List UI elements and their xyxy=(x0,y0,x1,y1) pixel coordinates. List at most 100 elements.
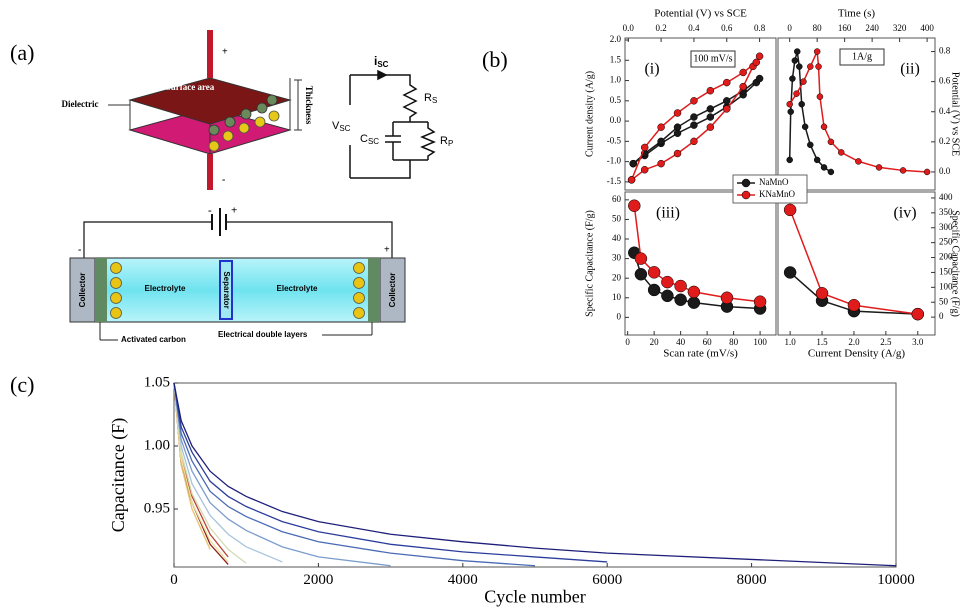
plot-frame xyxy=(173,382,897,568)
x-tick-label: 6000 xyxy=(592,572,622,588)
x-axis-label: Potential (V) vs SCE xyxy=(654,8,747,20)
cell-label: - xyxy=(78,244,81,255)
y-tick-label: 0 xyxy=(939,311,944,321)
y-tick-label: 1.5 xyxy=(610,54,622,64)
cell-label: + xyxy=(231,205,237,217)
data-point xyxy=(629,159,637,168)
x-tick-label: 320 xyxy=(893,23,907,33)
series-line xyxy=(789,271,918,315)
data-point xyxy=(640,165,649,174)
data-point xyxy=(657,123,665,131)
cell-diagram: - + - + Collector Collector Electrolyte … xyxy=(69,205,406,344)
data-point xyxy=(706,86,715,95)
data-point xyxy=(791,57,799,64)
x-tick-label: 60 xyxy=(703,337,713,347)
x-tick-label: 40 xyxy=(676,337,686,347)
y-tick-label: 1.05 xyxy=(144,374,170,390)
data-point xyxy=(827,138,835,146)
data-point xyxy=(911,307,925,321)
data-point xyxy=(820,164,828,171)
y-tick-label: 20 xyxy=(612,272,622,282)
x-tick-label: 100 xyxy=(753,337,767,347)
data-point xyxy=(815,63,822,70)
diagram-label: - xyxy=(222,174,225,185)
y-tick-label: 0.4 xyxy=(939,106,951,116)
data-point xyxy=(674,279,687,293)
y-tick-label: 60 xyxy=(612,194,622,204)
data-point xyxy=(847,298,861,312)
data-point xyxy=(661,275,674,289)
series-line xyxy=(789,209,918,315)
cell-label: Collector xyxy=(78,273,87,308)
y-tick-label: 1.00 xyxy=(144,437,170,453)
data-point xyxy=(783,203,797,217)
data-point xyxy=(628,199,641,212)
data-point xyxy=(627,176,636,184)
y-axis-label: Current density (A/g) xyxy=(584,71,595,157)
data-point xyxy=(783,266,797,279)
y-tick-label: 50 xyxy=(612,213,622,223)
cell-label: Activated carbon xyxy=(121,335,186,344)
x-tick-label: 4000 xyxy=(448,572,478,588)
cell-label: Separator xyxy=(222,271,231,308)
circuit-label: iSC xyxy=(374,54,389,69)
data-point xyxy=(807,141,814,149)
series-line xyxy=(173,382,536,567)
data-point xyxy=(723,97,731,105)
diagram-label: Dielectric xyxy=(62,99,99,109)
legend-marker xyxy=(741,190,751,200)
x-tick-label: 2.0 xyxy=(848,337,860,347)
cell-label: - xyxy=(208,205,212,217)
annotation-box xyxy=(690,50,736,68)
y-tick-label: 0.95 xyxy=(144,500,170,516)
data-point xyxy=(786,100,793,108)
panel-label: (c) xyxy=(10,372,34,397)
x-tick-label: 20 xyxy=(650,337,660,347)
y-tick-label: 0.0 xyxy=(610,115,622,125)
plot-frame xyxy=(777,191,936,336)
panel-label: (b) xyxy=(482,47,508,72)
x-axis-label: Current Density (A/g) xyxy=(808,347,905,359)
x-tick-label: 0.4 xyxy=(688,23,700,33)
y-tick-label: 0.0 xyxy=(939,166,951,176)
x-tick-label: 160 xyxy=(838,23,852,33)
data-point xyxy=(706,113,715,121)
data-point xyxy=(634,252,648,265)
x-tick-label: 1.5 xyxy=(816,337,828,347)
y-tick-label: 350 xyxy=(939,207,953,217)
y-tick-label: 10 xyxy=(612,292,622,302)
y-axis-label: Potential (V) vs SCE xyxy=(950,72,961,156)
cell-label: + xyxy=(384,244,390,255)
x-tick-label: 240 xyxy=(865,23,879,33)
x-tick-label: 80 xyxy=(729,337,739,347)
y-tick-label: 400 xyxy=(939,192,953,202)
data-point xyxy=(752,58,761,67)
data-point xyxy=(813,156,821,164)
data-point xyxy=(807,63,814,70)
series-line xyxy=(173,382,897,567)
x-tick-label: 1.0 xyxy=(785,337,797,347)
y-tick-label: 40 xyxy=(612,233,622,243)
annotation: (ii) xyxy=(900,61,920,78)
cell-label: Electrolyte xyxy=(277,284,318,293)
data-point xyxy=(661,289,674,303)
x-tick-label: 0.0 xyxy=(623,23,635,33)
data-point xyxy=(800,78,807,85)
annotation-box xyxy=(839,48,885,66)
data-point xyxy=(657,159,665,168)
y-tick-label: 1.0 xyxy=(610,75,622,85)
capacitor-diagram: Surface area Dielectric Thickness + - xyxy=(62,30,314,190)
annotation: (iv) xyxy=(893,205,916,222)
data-point xyxy=(787,108,794,115)
x-tick-label: 2000 xyxy=(303,572,333,588)
series-line xyxy=(173,382,283,563)
data-point xyxy=(739,68,747,77)
series-line xyxy=(173,382,608,563)
data-point xyxy=(687,285,701,299)
data-point xyxy=(827,168,835,176)
series-line xyxy=(173,382,229,563)
legend-label: NaMnO xyxy=(759,177,789,187)
x-tick-label: 0 xyxy=(170,572,178,588)
data-point xyxy=(706,123,715,131)
cell-label: Collector xyxy=(388,273,397,308)
